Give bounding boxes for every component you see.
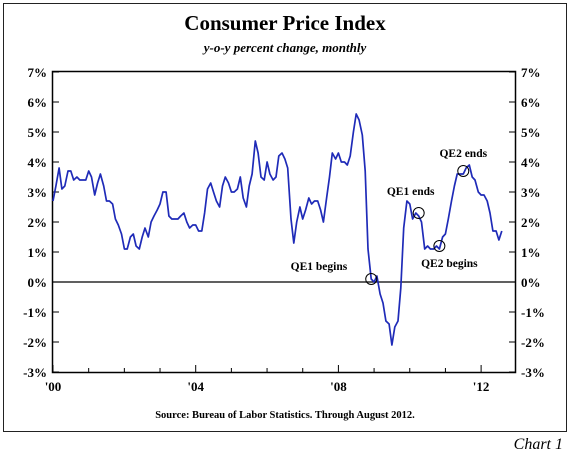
chart-title: Consumer Price Index bbox=[184, 11, 386, 35]
annotation-label: QE2 begins bbox=[421, 258, 478, 270]
y-tick-label-left: -2% bbox=[23, 335, 47, 350]
y-tick-label-left: -3% bbox=[23, 365, 47, 380]
annotations: QE1 begins QE1 ends QE2 begins QE2 ends bbox=[291, 148, 488, 285]
y-tick-label-right: -2% bbox=[521, 335, 545, 350]
y-tick-label-right: 7% bbox=[521, 65, 541, 80]
y-axis-left: 7% 6% 5% 4% 3% 2% 1% 0% -1% -2% -3% bbox=[23, 65, 59, 380]
x-tick-label: '04 bbox=[187, 379, 204, 394]
chart-subtitle: y-o-y percent change, monthly bbox=[202, 40, 367, 55]
y-tick-label-right: 6% bbox=[521, 95, 541, 110]
y-tick-label-right: -1% bbox=[521, 305, 545, 320]
annotation-marker bbox=[412, 207, 425, 219]
x-tick-label: '12 bbox=[473, 379, 490, 394]
annotation-label: QE1 ends bbox=[387, 186, 435, 198]
y-tick-label-left: 6% bbox=[28, 95, 48, 110]
y-tick-label-left: 7% bbox=[28, 65, 48, 80]
y-tick-label-left: 5% bbox=[28, 125, 48, 140]
y-tick-label-left: 0% bbox=[28, 275, 48, 290]
annotation-label: QE1 begins bbox=[291, 261, 348, 273]
x-tick-label: '08 bbox=[330, 379, 347, 394]
y-tick-label-left: 1% bbox=[28, 245, 48, 260]
cpi-series-line bbox=[52, 113, 503, 346]
y-tick-label-right: 3% bbox=[521, 185, 541, 200]
y-tick-label-left: 3% bbox=[28, 185, 48, 200]
y-tick-label-left: 4% bbox=[28, 155, 48, 170]
outer-frame bbox=[3, 3, 567, 432]
annotation-marker bbox=[433, 240, 446, 252]
y-tick-label-left: -1% bbox=[23, 305, 47, 320]
y-axis-right: 7% 6% 5% 4% 3% 2% 1% 0% -1% -2% -3% bbox=[509, 65, 545, 380]
y-tick-label-right: 4% bbox=[521, 155, 541, 170]
y-tick-label-right: 0% bbox=[521, 275, 541, 290]
annotation-marker bbox=[457, 165, 470, 177]
source-note: Source: Bureau of Labor Statistics. Thro… bbox=[155, 410, 415, 421]
plot-area bbox=[51, 70, 517, 374]
y-tick-label-left: 2% bbox=[28, 215, 48, 230]
x-axis: '00 '04 '08 '12 bbox=[45, 365, 490, 394]
annotation-marker bbox=[365, 273, 378, 285]
y-tick-label-right: 1% bbox=[521, 245, 541, 260]
y-tick-label-right: 2% bbox=[521, 215, 541, 230]
chart-number-label: Chart 1 bbox=[514, 436, 563, 453]
y-tick-label-right: 5% bbox=[521, 125, 541, 140]
x-tick-label: '00 bbox=[45, 379, 62, 394]
y-tick-label-right: -3% bbox=[521, 365, 545, 380]
annotation-label: QE2 ends bbox=[439, 148, 487, 160]
